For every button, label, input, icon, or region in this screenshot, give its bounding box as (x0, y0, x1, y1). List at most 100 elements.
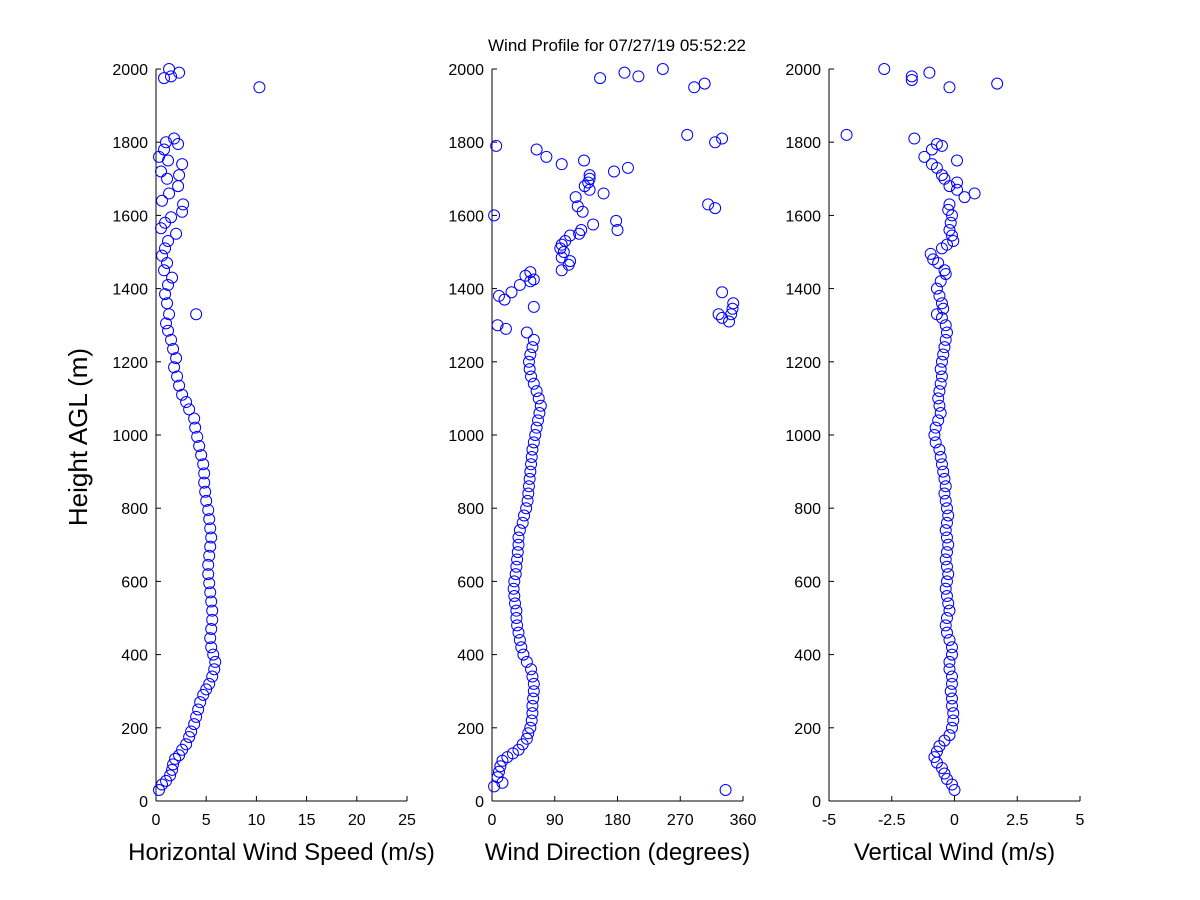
vertical-data-point (947, 235, 960, 248)
vertical-data-point (940, 326, 953, 339)
direction-x-axis-label: Wind Direction (degrees) (485, 839, 750, 866)
speed-data-point (163, 187, 176, 200)
vertical-data-point (905, 73, 918, 86)
speed-data-point (158, 143, 171, 156)
speed-x-tick-label: 15 (298, 812, 316, 829)
direction-data-point (632, 70, 645, 83)
speed-data-point (176, 205, 189, 218)
speed-y-tick-label: 2000 (112, 62, 148, 79)
vertical-wind-panel: 0 200 400 600 800 1000 1200 1400 1600 1800 2000 -5 -… (785, 62, 1084, 866)
direction-y-tick-label: 200 (457, 721, 484, 738)
direction-data-point (527, 333, 540, 346)
speed-data-point (156, 249, 169, 262)
direction-data-point (529, 429, 542, 441)
direction-data-point (716, 286, 729, 299)
direction-data-point (527, 685, 540, 698)
speed-data-point (204, 522, 217, 535)
direction-data-point (527, 692, 540, 705)
speed-data-point (159, 288, 172, 301)
speed-data-point (189, 421, 202, 434)
speed-y-tick-label: 1800 (112, 135, 148, 152)
vertical-y-tick-label: 1400 (785, 282, 821, 299)
direction-data-point (533, 407, 546, 420)
direction-data-point (513, 633, 526, 646)
speed-data-point (191, 430, 204, 443)
direction-data-point (525, 714, 538, 727)
speed-data-point (205, 641, 218, 654)
vertical-y-tick-label: 400 (794, 648, 821, 665)
vertical-data-point (945, 641, 958, 654)
vertical-data-point (991, 77, 1004, 90)
speed-data-point (188, 718, 201, 731)
speed-data-point (176, 158, 189, 171)
vertical-y-tick-label: 1800 (785, 135, 821, 152)
speed-data-point (167, 342, 180, 355)
direction-y-tick-label: 400 (457, 648, 484, 665)
direction-data-point (516, 516, 529, 529)
vertical-data-point (928, 751, 941, 764)
direction-y-tick-label: 1400 (448, 282, 484, 299)
speed-data-point (202, 558, 215, 571)
vertical-data-point (968, 187, 981, 200)
direction-data-point (525, 450, 538, 463)
speed-y-tick-label: 800 (121, 501, 148, 518)
vertical-data-point (943, 663, 956, 676)
speed-data-point (192, 703, 205, 716)
speed-y-tick-label: 1200 (112, 355, 148, 372)
direction-x-tick-label: 0 (488, 812, 497, 829)
speed-data-point (160, 317, 173, 330)
direction-data-point (513, 278, 526, 291)
direction-data-point (727, 297, 740, 310)
speed-data-point (153, 784, 166, 797)
vertical-data-point (938, 767, 951, 780)
speed-data-point (197, 688, 210, 701)
direction-data-point (520, 655, 533, 668)
speed-data-point (161, 172, 174, 185)
direction-data-point (490, 139, 503, 152)
vertical-data-point (939, 553, 952, 566)
vertical-data-point (933, 289, 946, 302)
direction-data-point (509, 597, 522, 610)
vertical-data-point (939, 494, 952, 507)
vertical-x-tick-label: 0 (950, 812, 959, 829)
direction-data-point (532, 414, 545, 427)
direction-data-point (608, 165, 621, 178)
direction-data-point (723, 315, 736, 328)
speed-data-point (193, 439, 206, 452)
speed-data-point (185, 725, 198, 738)
vertical-data-point (929, 421, 942, 434)
speed-data-point (163, 63, 176, 75)
speed-data-point (183, 403, 196, 416)
speed-data-point (188, 412, 201, 425)
vertical-x-tick-label: -2.5 (878, 812, 906, 829)
vertical-data-point (942, 538, 955, 551)
vertical-data-point (935, 458, 948, 471)
vertical-x-tick-label: 2.5 (1006, 812, 1028, 829)
direction-data-point (517, 648, 530, 661)
direction-data-point (510, 612, 523, 624)
direction-data-point (520, 326, 533, 339)
direction-data-point (527, 377, 540, 390)
direction-data-point (555, 238, 568, 251)
speed-data-point (158, 72, 171, 85)
direction-data-point (499, 322, 512, 335)
speed-data-point (204, 586, 217, 599)
speed-data-point (165, 211, 178, 224)
direction-y-tick-label: 1000 (448, 428, 484, 445)
direction-data-point (508, 575, 521, 588)
direction-data-point (520, 502, 533, 515)
vertical-data-point (944, 216, 957, 229)
vertical-data-point (940, 516, 953, 529)
direction-data-point (526, 670, 539, 683)
speed-data-point (162, 278, 175, 291)
speed-data-point (162, 235, 175, 248)
speed-data-point (155, 165, 168, 178)
direction-data-point (726, 302, 739, 315)
vertical-data-point (923, 66, 936, 79)
speed-data-point (161, 297, 174, 310)
vertical-data-point (945, 677, 958, 690)
vertical-data-point (938, 341, 951, 354)
direction-data-point (526, 341, 539, 354)
vertical-data-point (939, 480, 952, 493)
